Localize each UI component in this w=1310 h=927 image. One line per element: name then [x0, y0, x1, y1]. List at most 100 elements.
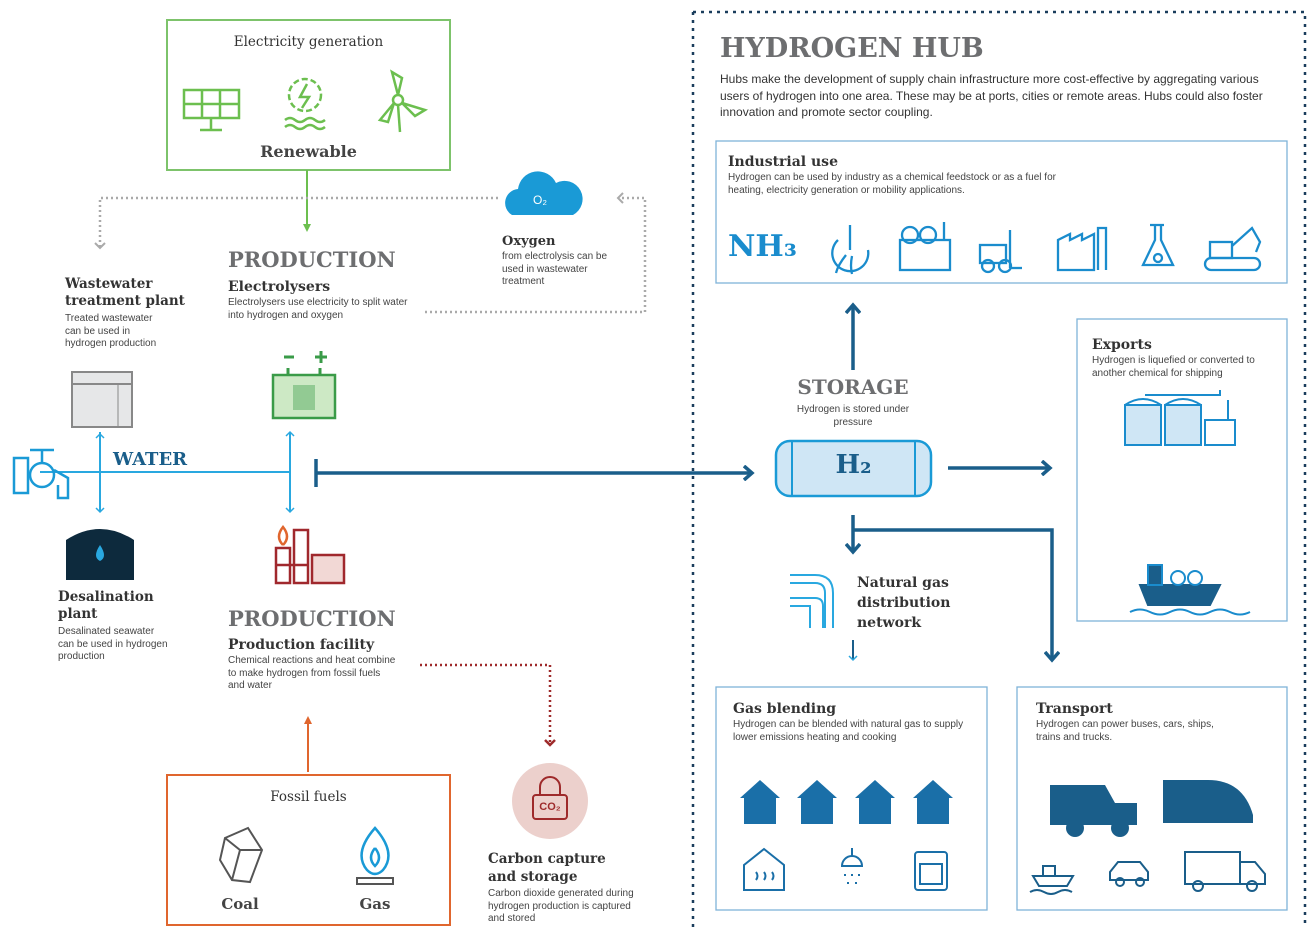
transport-outline-icons-part — [1110, 862, 1148, 880]
export-icons-part — [1171, 571, 1185, 585]
box-title: Transport — [1036, 701, 1113, 717]
industrial-icons-part — [1232, 228, 1260, 252]
natural-gas-title: Natural gas distribution network — [857, 573, 967, 633]
transport-icons-part — [1111, 819, 1129, 837]
box-description: Hydrogen can power buses, cars, ships, t… — [1036, 719, 1216, 744]
export-icons-part — [1188, 571, 1202, 585]
industrial-icons-part — [1154, 254, 1162, 262]
oxygen-description: from electrolysis can be used in wastewa… — [502, 251, 617, 289]
fossil-box-part — [357, 878, 393, 884]
box-description: Hydrogen can be used by industry as a ch… — [728, 172, 1078, 197]
box-description: Hydrogen is liquefied or converted to an… — [1092, 355, 1277, 380]
industrial-icons-part — [1210, 242, 1232, 258]
hydrogen-infographic: Electricity generation Renewable O₂ Oxyg… — [0, 0, 1310, 927]
home-icons — [744, 848, 947, 890]
house-icons — [740, 780, 953, 824]
nh3-symbol: NH₃ — [728, 229, 797, 264]
export-icons-part — [1165, 405, 1201, 445]
hub-description: Hubs make the development of supply chai… — [720, 71, 1280, 121]
desalination-description: Desalinated seawater can be used in hydr… — [58, 626, 170, 664]
oxygen-title: Oxygen — [502, 234, 555, 249]
storage-description: Hydrogen is stored under pressure — [793, 404, 913, 429]
electricity-box-part-part — [398, 105, 400, 132]
transport-icons — [1050, 780, 1253, 837]
export-icons-part — [1148, 565, 1162, 585]
industrial-icons — [832, 222, 1260, 274]
dotted-connector — [420, 665, 550, 745]
fossil-box-part — [362, 828, 389, 874]
industrial-icons-part — [832, 225, 868, 274]
house-icons-part — [913, 780, 953, 824]
fuel-label: Gas — [335, 895, 415, 913]
section-heading: PRODUCTION — [228, 247, 396, 272]
section-title: Electrolysers — [228, 279, 330, 295]
storage-title: STORAGE — [773, 375, 933, 399]
export-icons — [1125, 390, 1250, 615]
export-icons-part — [1125, 390, 1220, 405]
carbon-description: Carbon dioxide generated during hydrogen… — [488, 888, 638, 926]
facility-icon — [276, 527, 344, 583]
wastewater-title: Wastewater treatment plant — [65, 276, 195, 310]
industrial-icons-part — [1205, 258, 1260, 270]
oxygen-symbol: O₂ — [520, 193, 560, 207]
electricity-box-part-part — [300, 84, 309, 108]
box-title: Industrial use — [728, 154, 838, 170]
transport-outline-icons-part — [1193, 881, 1203, 891]
transport-outline-icons-part — [1247, 881, 1257, 891]
house-icons-part — [797, 780, 837, 824]
electricity-box-part-part — [289, 79, 321, 111]
transport-outline-icons-part — [1030, 866, 1073, 894]
tap-icon-part — [30, 463, 54, 487]
diagram-graphics — [0, 0, 1310, 927]
wastewater-description: Treated wastewater can be used in hydrog… — [65, 313, 170, 351]
pipe-icon — [790, 575, 833, 628]
box-description: Hydrogen can be blended with natural gas… — [733, 719, 973, 744]
industrial-icons-part — [1058, 228, 1106, 270]
transport-icons-part — [1163, 780, 1253, 823]
pipe-icon-part — [790, 575, 833, 628]
facility-icon-part — [294, 530, 308, 583]
wastewater-tank — [72, 372, 132, 427]
export-icons-part — [1130, 610, 1250, 615]
fuel-label: Coal — [200, 895, 280, 913]
dotted-connector-part — [100, 198, 498, 248]
carbon-title: Carbon capture and storage — [488, 850, 618, 886]
box-title: Electricity generation — [167, 34, 450, 50]
industrial-icons-part — [900, 240, 950, 270]
facility-icon-part — [279, 527, 287, 545]
box-label: Renewable — [167, 142, 450, 161]
box-title: Fossil fuels — [167, 789, 450, 805]
electrolyser-icon — [273, 351, 335, 418]
desalination-title: Desalination plant — [58, 589, 158, 623]
transport-icons-part — [1066, 819, 1084, 837]
electricity-box-part — [184, 72, 425, 132]
transport-outline-icons-part — [1185, 852, 1240, 884]
section-description: Chemical reactions and heat combine to m… — [228, 655, 398, 693]
water-pipes — [40, 432, 290, 512]
home-icons-part — [842, 848, 862, 884]
transport-outline-icons — [1030, 852, 1265, 894]
transport-icons-part — [1050, 785, 1137, 825]
section-description: Electrolysers use electricity to split w… — [228, 297, 418, 322]
desalination-tank — [66, 529, 134, 580]
home-icons-part — [920, 864, 942, 884]
export-icons-part — [1205, 420, 1235, 445]
electrolyser-icon-part — [293, 385, 315, 410]
export-icons-part — [1125, 405, 1161, 445]
tap-icon-part — [14, 458, 28, 493]
home-icons-part — [744, 849, 784, 890]
tap-icon — [14, 450, 68, 498]
wastewater-tank-part — [72, 372, 132, 427]
industrial-icons-part — [1143, 225, 1173, 265]
h2-symbol: H₂ — [776, 450, 931, 480]
tap-icon-part — [54, 470, 68, 498]
water-label: WATER — [113, 449, 187, 470]
facility-icon-part — [312, 555, 344, 583]
industrial-icons-part — [982, 260, 994, 272]
section-heading: PRODUCTION — [228, 606, 396, 631]
hub-title: HYDROGEN HUB — [720, 33, 984, 64]
co2-symbol: CO₂ — [535, 801, 565, 813]
box-title: Gas blending — [733, 701, 836, 717]
box-title: Exports — [1092, 337, 1152, 353]
fossil-box-part — [220, 828, 262, 882]
